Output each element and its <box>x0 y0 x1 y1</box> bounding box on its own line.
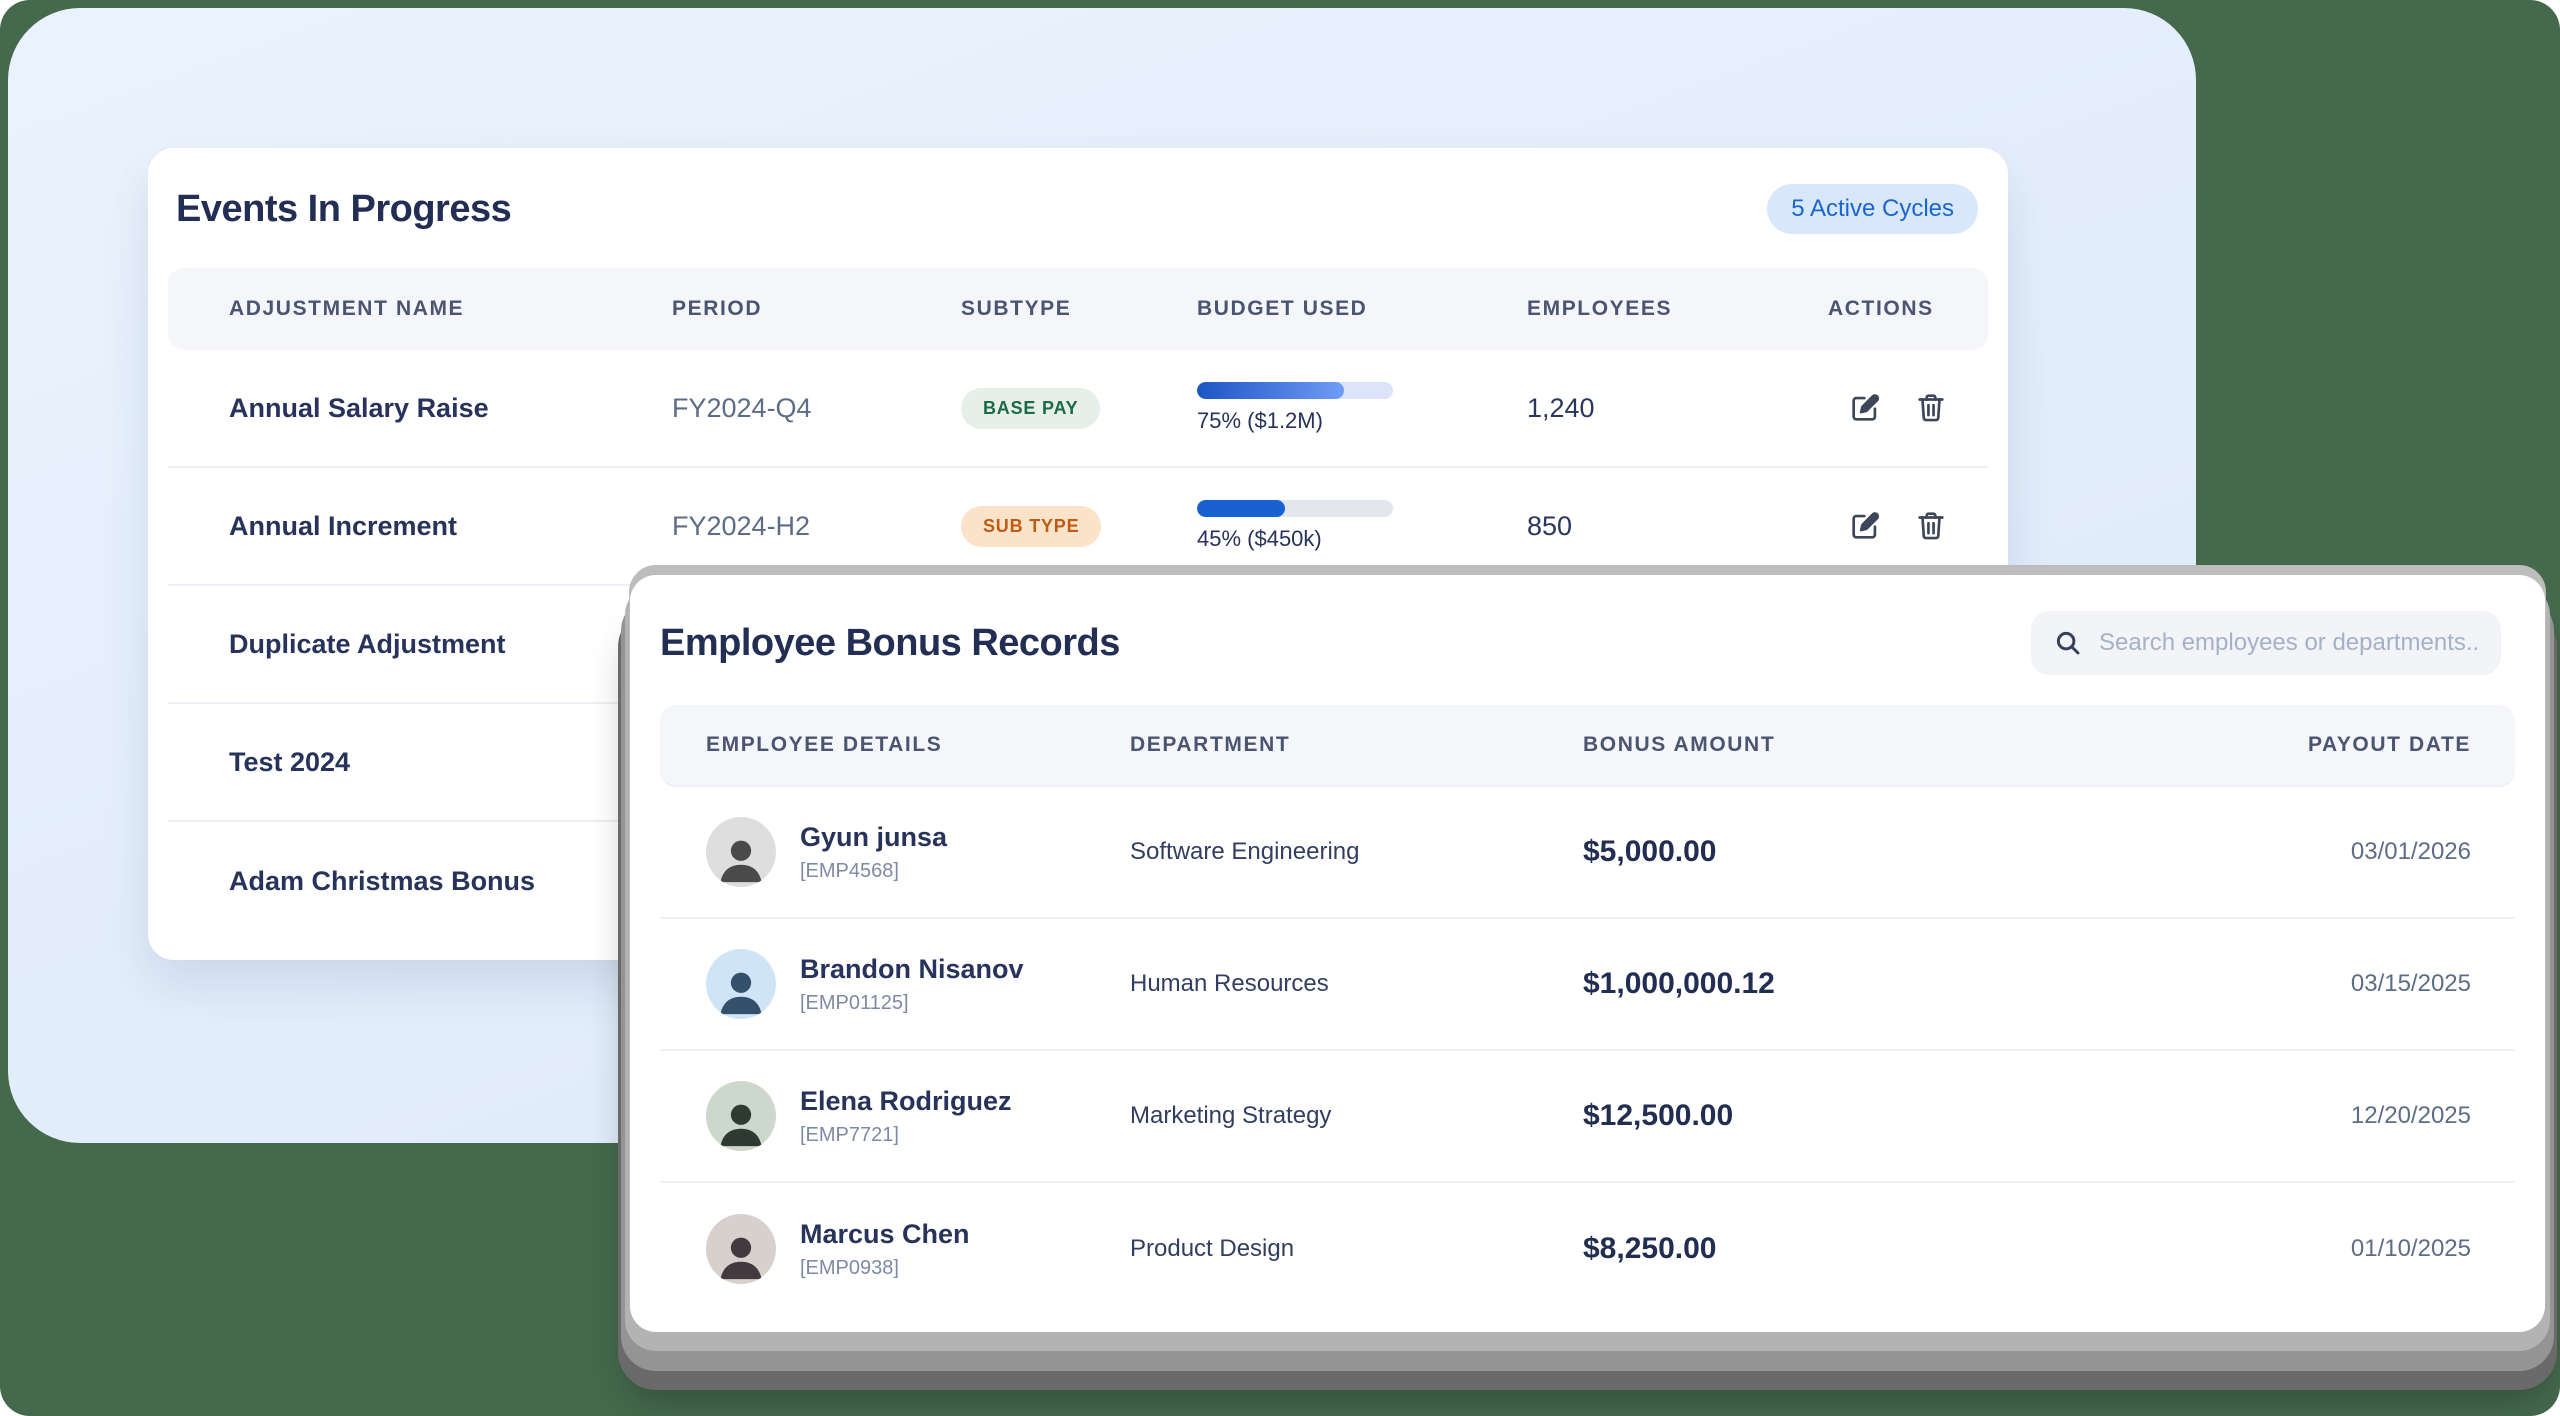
department: Marketing Strategy <box>1130 1102 1332 1129</box>
employee-id: [EMP0938] <box>800 1256 899 1279</box>
edit-icon <box>1852 512 1880 539</box>
events-table-header: ADJUSTMENT NAME PERIOD SUBTYPE BUDGET US… <box>168 268 1988 350</box>
payout-date: 12/20/2025 <box>2350 1102 2471 1129</box>
edit-button[interactable] <box>1846 389 1884 427</box>
progress-label: 45% ($450k) <box>1197 526 1322 551</box>
budget-used-cell: 45% ($450k) <box>1197 500 1527 552</box>
events-title: Events In Progress <box>176 187 512 230</box>
col-bonus-amount: BONUS AMOUNT <box>1583 733 1776 756</box>
progress-track <box>1197 382 1393 399</box>
events-card-header: Events In Progress 5 Active Cycles <box>148 148 2008 234</box>
edit-icon <box>1852 394 1880 421</box>
bonus-card-header: Employee Bonus Records <box>630 575 2545 675</box>
bonus-row: Brandon Nisanov [EMP01125] Human Resourc… <box>660 919 2515 1051</box>
employees-count: 1,240 <box>1527 392 1595 423</box>
col-actions: ACTIONS <box>1828 297 1934 320</box>
bonus-title: Employee Bonus Records <box>660 621 1120 664</box>
person-icon <box>720 1237 762 1280</box>
events-row: Annual Increment FY2024-H2 SUB TYPE 45% … <box>168 468 1988 586</box>
employee-id: [EMP7721] <box>800 1123 899 1146</box>
trash-icon <box>1918 394 1944 422</box>
col-employee-details: EMPLOYEE DETAILS <box>706 733 943 756</box>
bonus-table: EMPLOYEE DETAILS DEPARTMENT BONUS AMOUNT… <box>660 705 2515 1315</box>
events-row: Annual Salary Raise FY2024-Q4 BASE PAY 7… <box>168 350 1988 468</box>
delete-button[interactable] <box>1912 507 1950 545</box>
trash-icon <box>1918 512 1944 540</box>
adjustment-name: Duplicate Adjustment <box>229 628 506 659</box>
bonus-row: Marcus Chen [EMP0938] Product Design $8,… <box>660 1183 2515 1315</box>
budget-used-cell: 75% ($1.2M) <box>1197 382 1527 434</box>
adjustment-name: Annual Salary Raise <box>229 392 489 423</box>
actions-cell <box>1828 389 1988 427</box>
person-icon <box>720 840 762 883</box>
adjustment-name: Annual Increment <box>229 510 458 541</box>
avatar <box>706 949 776 1019</box>
employee-name: Marcus Chen <box>800 1218 970 1249</box>
progress-label: 75% ($1.2M) <box>1197 408 1323 433</box>
search-box <box>2031 611 2501 675</box>
employee-details-cell: Brandon Nisanov [EMP01125] <box>706 949 1130 1019</box>
avatar <box>706 1081 776 1151</box>
payout-date: 03/01/2026 <box>2350 838 2471 865</box>
avatar <box>706 1214 776 1284</box>
bonus-amount: $5,000.00 <box>1583 835 1717 868</box>
payout-date: 03/15/2025 <box>2350 970 2471 997</box>
person-icon <box>720 1104 762 1147</box>
bonus-amount: $1,000,000.12 <box>1583 967 1775 1000</box>
bonus-row: Elena Rodriguez [EMP7721] Marketing Stra… <box>660 1051 2515 1183</box>
edit-button[interactable] <box>1846 507 1884 545</box>
employee-id: [EMP01125] <box>800 991 909 1014</box>
adjustment-name: Test 2024 <box>229 746 351 777</box>
avatar <box>706 817 776 887</box>
delete-button[interactable] <box>1912 389 1950 427</box>
department: Human Resources <box>1130 970 1329 997</box>
actions-cell <box>1828 507 1988 545</box>
period: FY2024-Q4 <box>672 392 812 423</box>
employee-details-cell: Gyun junsa [EMP4568] <box>706 817 1130 887</box>
person-icon <box>720 972 762 1015</box>
subtype-badge: BASE PAY <box>961 387 1101 429</box>
subtype-badge: SUB TYPE <box>961 505 1102 547</box>
col-payout-date: PAYOUT DATE <box>2307 733 2471 756</box>
search-icon <box>2056 631 2080 655</box>
employee-name: Elena Rodriguez <box>800 1085 1012 1116</box>
bonus-row: Gyun junsa [EMP4568] Software Engineerin… <box>660 787 2515 919</box>
progress-track <box>1197 500 1393 517</box>
events-row: Adam Christmas Bonus <box>168 822 1988 940</box>
adjustment-name: Adam Christmas Bonus <box>229 865 536 896</box>
col-employees: EMPLOYEES <box>1527 297 1673 320</box>
employees-count: 850 <box>1527 510 1573 541</box>
employee-details-cell: Marcus Chen [EMP0938] <box>706 1214 1130 1284</box>
col-budget-used: BUDGET USED <box>1197 297 1368 320</box>
department: Software Engineering <box>1130 838 1360 865</box>
col-adjustment-name: ADJUSTMENT NAME <box>229 297 465 320</box>
col-department: DEPARTMENT <box>1130 733 1291 756</box>
employee-name: Brandon Nisanov <box>800 953 1024 984</box>
bonus-table-header: EMPLOYEE DETAILS DEPARTMENT BONUS AMOUNT… <box>660 705 2515 787</box>
department: Product Design <box>1130 1235 1295 1262</box>
active-cycles-badge: 5 Active Cycles <box>1767 184 1978 234</box>
employee-id: [EMP4568] <box>800 859 899 882</box>
period: FY2024-H2 <box>672 510 811 541</box>
col-period: PERIOD <box>672 297 763 320</box>
bonus-amount: $8,250.00 <box>1583 1232 1717 1265</box>
progress-fill <box>1197 500 1286 517</box>
events-table: ADJUSTMENT NAME PERIOD SUBTYPE BUDGET US… <box>168 268 1988 940</box>
progress-fill <box>1197 382 1344 399</box>
search-input[interactable] <box>2099 629 2479 657</box>
payout-date: 01/10/2025 <box>2350 1235 2471 1262</box>
col-subtype: SUBTYPE <box>961 297 1072 320</box>
employee-details-cell: Elena Rodriguez [EMP7721] <box>706 1081 1130 1151</box>
employee-name: Gyun junsa <box>800 821 948 852</box>
bonus-amount: $12,500.00 <box>1583 1099 1734 1132</box>
bonus-card: Employee Bonus Records EMPLOYEE DETAILS … <box>630 575 2545 1332</box>
